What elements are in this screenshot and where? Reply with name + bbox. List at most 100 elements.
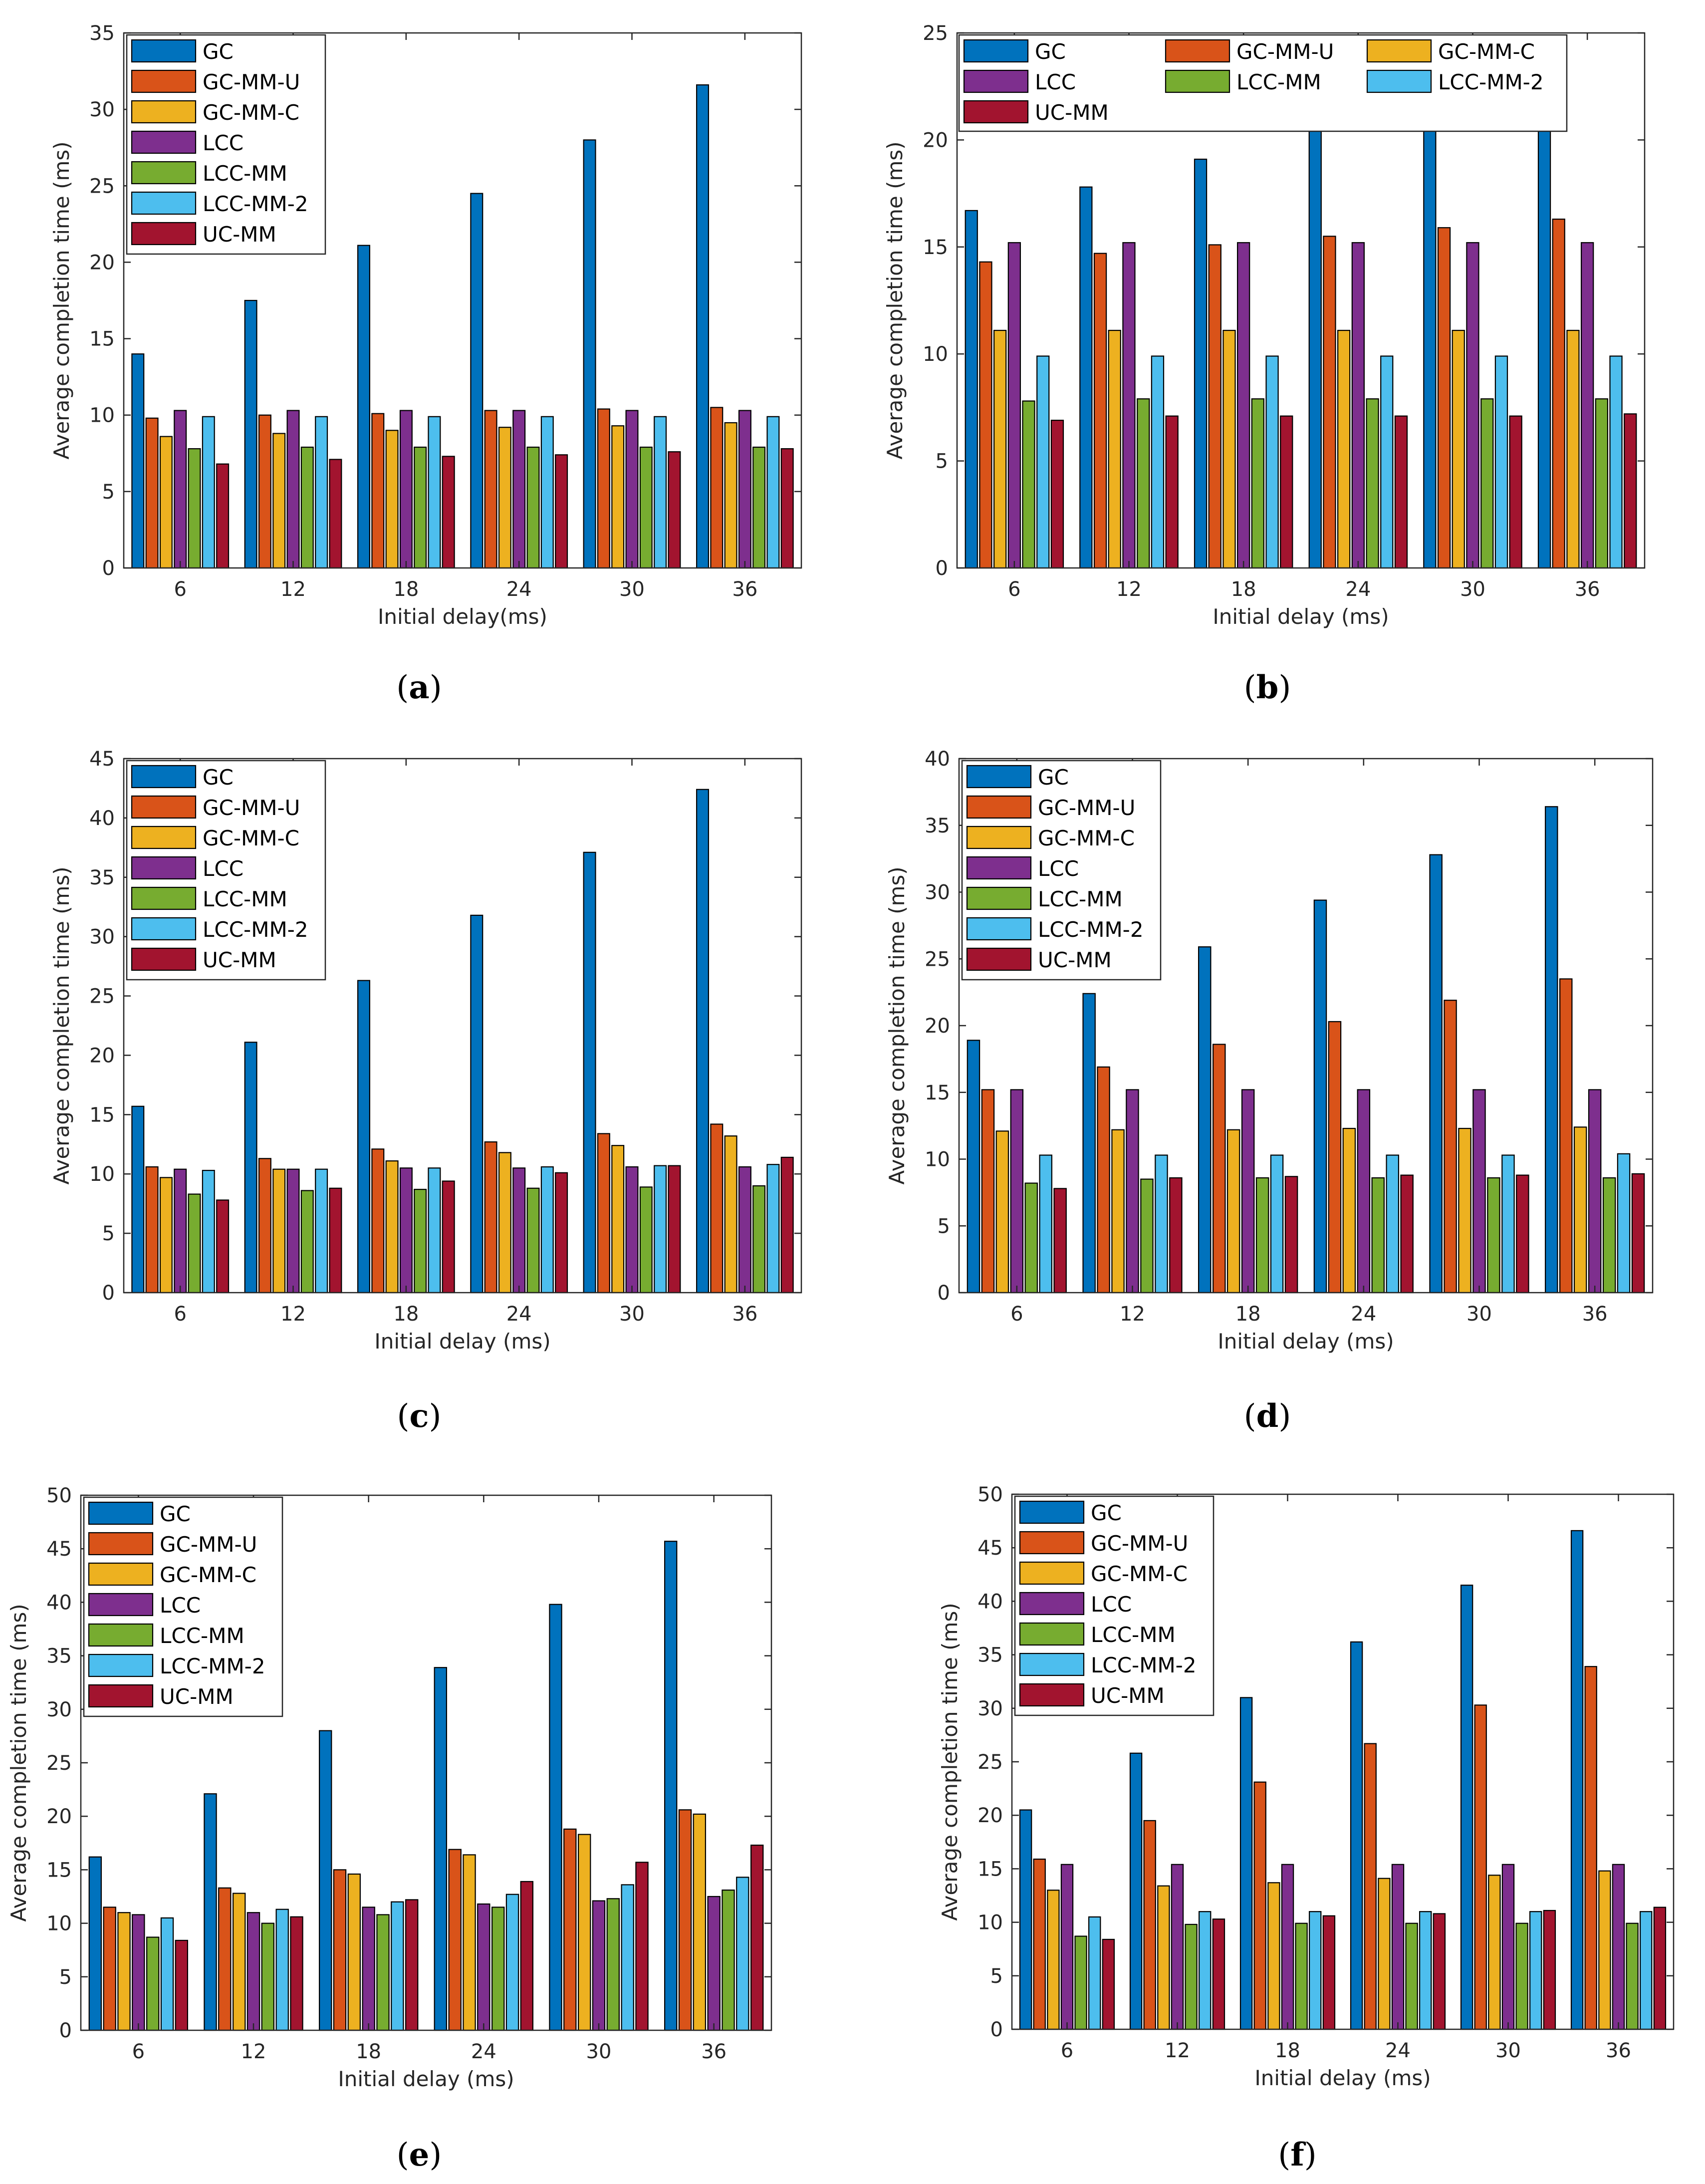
y-tick-label: 10 bbox=[925, 1148, 950, 1171]
legend-swatch-gc-mm-c bbox=[131, 825, 197, 849]
y-tick-label: 40 bbox=[925, 748, 950, 771]
legend-swatch-gc-mm-c bbox=[131, 100, 197, 124]
x-tick-label: 30 bbox=[586, 2040, 612, 2063]
legend-label-uc-mm: UC-MM bbox=[1035, 100, 1109, 125]
x-tick-label: 18 bbox=[1275, 2039, 1300, 2062]
bar-gc-mm-c-6 bbox=[159, 1177, 173, 1294]
x-tick-label: 6 bbox=[1061, 2039, 1073, 2062]
bar-lcc-mm-12 bbox=[1185, 1923, 1198, 2030]
bar-gc-mm-c-36 bbox=[1566, 329, 1580, 569]
x-tick-label: 18 bbox=[356, 2040, 381, 2063]
bar-lcc-mm-2-24 bbox=[540, 416, 554, 569]
bar-gc-18 bbox=[1239, 1697, 1253, 2030]
legend-label-lcc-mm-2: LCC-MM-2 bbox=[203, 917, 308, 942]
bar-gc-36 bbox=[696, 789, 709, 1294]
legend-swatch-gc-mm-u bbox=[131, 69, 197, 93]
y-tick-label: 40 bbox=[89, 807, 115, 830]
y-tick-label: 5 bbox=[938, 1215, 950, 1238]
bar-lcc-mm-24 bbox=[491, 1907, 505, 2031]
legend-label-gc-mm-u: GC-MM-U bbox=[1091, 1531, 1188, 1556]
legend-label-gc-mm-u: GC-MM-U bbox=[1236, 39, 1334, 64]
bar-lcc-mm-2-24 bbox=[540, 1166, 554, 1294]
bar-gc-mm-u-12 bbox=[1097, 1066, 1110, 1294]
x-tick-label: 18 bbox=[393, 578, 419, 601]
bar-gc-12 bbox=[1129, 1752, 1143, 2030]
bar-gc-18 bbox=[1194, 158, 1208, 569]
bar-lcc-mm-18 bbox=[414, 446, 427, 569]
bar-gc-mm-u-36 bbox=[710, 407, 724, 569]
legend-swatch-gc-mm-u bbox=[1019, 1531, 1085, 1555]
bar-lcc-mm-30 bbox=[1487, 1177, 1500, 1294]
bar-lcc-mm-6 bbox=[146, 1936, 160, 2031]
bar-gc-mm-u-30 bbox=[1474, 1704, 1487, 2030]
x-tick-label: 36 bbox=[732, 1303, 757, 1326]
panel-label-d: (d) bbox=[1243, 1397, 1291, 1435]
bar-gc-mm-u-18 bbox=[1212, 1044, 1226, 1294]
legend-swatch-lcc bbox=[88, 1593, 154, 1617]
bar-gc-24 bbox=[1313, 899, 1327, 1294]
y-tick-label: 25 bbox=[923, 22, 948, 45]
y-tick-label: 45 bbox=[46, 1538, 72, 1561]
bar-gc-6 bbox=[967, 1040, 980, 1294]
axes-box bbox=[123, 32, 802, 569]
chart-panel-f: 0 5 10 15 20 25 30 35 40 45 50 6 12 18 24 30 36 Initial d… bbox=[848, 1462, 1705, 2184]
y-tick-label: 20 bbox=[925, 1015, 950, 1038]
bar-lcc-mm-36 bbox=[1595, 398, 1609, 569]
y-tick-label: 40 bbox=[46, 1591, 72, 1614]
bar-lcc-24 bbox=[512, 410, 526, 569]
bar-lcc-mm-36 bbox=[752, 1185, 766, 1294]
y-tick-label: 20 bbox=[46, 1805, 72, 1828]
bar-gc-mm-u-24 bbox=[1323, 236, 1336, 569]
bar-lcc-18 bbox=[1241, 1089, 1255, 1294]
legend-label-gc: GC bbox=[160, 1502, 191, 1526]
legend-swatch-lcc-mm bbox=[131, 161, 197, 185]
bar-uc-mm-36 bbox=[1624, 413, 1637, 569]
panel-label-c: (c) bbox=[397, 1397, 442, 1435]
bar-uc-mm-6 bbox=[1102, 1938, 1115, 2030]
bar-gc-mm-c-18 bbox=[1226, 1129, 1240, 1294]
bar-gc-mm-c-30 bbox=[611, 425, 625, 569]
legend-swatch-lcc-mm bbox=[88, 1623, 154, 1647]
bar-uc-mm-6 bbox=[216, 1199, 230, 1294]
y-tick-label: 15 bbox=[89, 1103, 115, 1126]
legend-label-uc-mm: UC-MM bbox=[203, 948, 276, 972]
bar-gc-mm-u-36 bbox=[1552, 219, 1565, 569]
y-tick-label: 0 bbox=[936, 557, 948, 580]
x-tick-label: 24 bbox=[506, 1303, 532, 1326]
bar-lcc-mm-30 bbox=[1480, 398, 1494, 569]
x-axis-label: Initial delay (ms) bbox=[1254, 2066, 1431, 2090]
bar-gc-18 bbox=[357, 245, 370, 569]
bar-lcc-mm-30 bbox=[639, 1186, 653, 1294]
bar-gc-mm-u-24 bbox=[1328, 1021, 1342, 1294]
panel-label-e: (e) bbox=[396, 2136, 442, 2174]
bar-gc-12 bbox=[244, 1042, 257, 1294]
panel-label-a: (a) bbox=[396, 669, 442, 706]
legend-swatch-uc-mm bbox=[966, 947, 1032, 971]
bar-gc-mm-u-30 bbox=[597, 1133, 610, 1294]
legend-label-uc-mm: UC-MM bbox=[160, 1684, 234, 1709]
bar-lcc-12 bbox=[1126, 1089, 1139, 1294]
axes-box bbox=[123, 758, 802, 1294]
y-tick-label: 20 bbox=[977, 1804, 1003, 1827]
y-tick-label: 5 bbox=[102, 1222, 115, 1245]
x-tick-label: 30 bbox=[619, 578, 645, 601]
x-tick-label: 30 bbox=[1466, 1303, 1492, 1326]
legend-swatch-lcc-mm-2 bbox=[966, 917, 1032, 941]
bar-gc-mm-u-6 bbox=[103, 1907, 116, 2031]
bar-lcc-24 bbox=[1391, 1864, 1405, 2030]
bar-gc-mm-u-36 bbox=[1584, 1666, 1597, 2030]
legend-swatch-gc bbox=[131, 39, 197, 63]
bar-gc-30 bbox=[583, 139, 596, 569]
bar-gc-mm-c-18 bbox=[385, 1160, 399, 1294]
bar-gc-mm-c-18 bbox=[1267, 1882, 1280, 2030]
x-tick-label: 36 bbox=[1575, 578, 1600, 601]
chart-panel-e: 0 5 10 15 20 25 30 35 40 45 50 6 12 18 24 30 36 Initial d… bbox=[0, 1462, 848, 2184]
x-tick-label: 6 bbox=[174, 578, 186, 601]
legend-label-lcc: LCC bbox=[203, 131, 244, 155]
bar-lcc-mm-2-18 bbox=[428, 1167, 441, 1294]
bar-uc-mm-36 bbox=[780, 448, 794, 569]
x-axis-label: Initial delay(ms) bbox=[378, 604, 547, 629]
bar-uc-mm-30 bbox=[1516, 1174, 1529, 1294]
bar-lcc-36 bbox=[1588, 1089, 1602, 1294]
bar-uc-mm-6 bbox=[175, 1939, 189, 2031]
